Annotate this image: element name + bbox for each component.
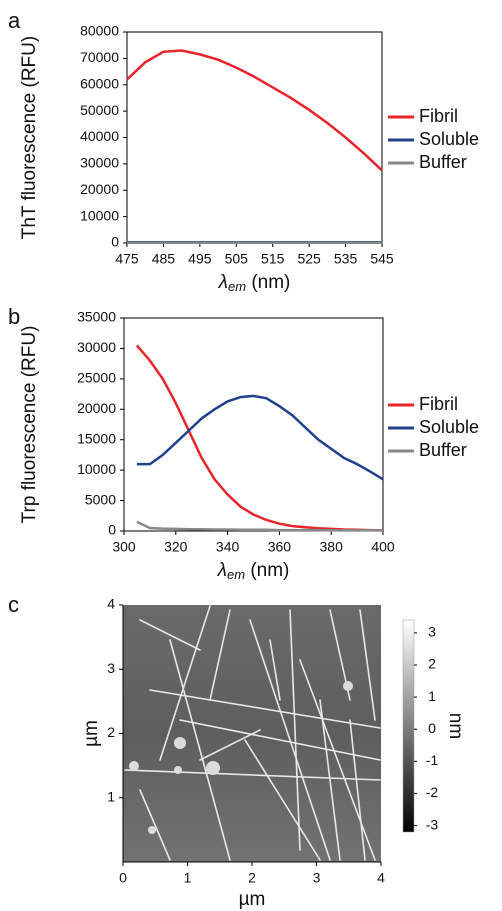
x-tick-label: 525 — [297, 251, 321, 267]
x-label-unit: (nm) — [246, 272, 290, 293]
series-line — [136, 520, 383, 532]
panel-label: c — [8, 592, 19, 617]
x-label-symbol: λ — [217, 560, 227, 581]
y-tick-label: 2 — [107, 724, 115, 740]
x-tick-label: 360 — [268, 539, 292, 555]
x-tick-label: 320 — [164, 539, 188, 555]
x-tick-label: 400 — [371, 539, 395, 555]
x-axis-label: µm — [239, 889, 266, 910]
colorbar-tick-label: 2 — [428, 656, 436, 672]
y-tick-label: 15000 — [77, 430, 116, 446]
y-tick-label: 1 — [107, 788, 115, 804]
colorbar-tick-label: -2 — [426, 784, 439, 800]
x-label-unit: (nm) — [245, 560, 289, 581]
y-tick-label: 30000 — [80, 155, 119, 171]
y-tick-label: 40000 — [80, 128, 119, 144]
y-tick-label: 5000 — [85, 491, 116, 507]
y-tick-label: 10000 — [80, 207, 119, 223]
x-tick-label: 3 — [313, 870, 321, 886]
y-tick-label: 35000 — [77, 309, 116, 325]
panel-label: b — [8, 304, 20, 329]
x-label-symbol: λ — [218, 272, 228, 293]
y-tick-label: 10000 — [77, 461, 116, 477]
legend-label: Buffer — [419, 152, 467, 172]
colorbar-tick-label: 0 — [428, 720, 436, 736]
afm-image — [123, 605, 381, 862]
legend-label: Soluble — [419, 129, 479, 149]
legend-label: Buffer — [419, 440, 467, 460]
y-tick-label: 70000 — [80, 49, 119, 65]
legend-label: Fibril — [419, 106, 458, 126]
y-tick-label: 3 — [107, 660, 115, 676]
y-tick-label: 4 — [107, 596, 115, 612]
y-axis-label: µm — [81, 720, 102, 747]
y-tick-label: 25000 — [77, 370, 116, 386]
series-line — [135, 344, 384, 532]
x-tick-label: 545 — [370, 251, 394, 267]
y-tick-label: 20000 — [77, 400, 116, 416]
x-tick-label: 300 — [112, 539, 136, 555]
x-tick-label: 2 — [248, 870, 256, 886]
plot-frame — [123, 317, 384, 532]
x-label-subscript: em — [228, 279, 246, 294]
colorbar-tick-label: -1 — [426, 752, 439, 768]
x-tick-label: 0 — [119, 870, 127, 886]
colorbar-tick-label: 1 — [428, 688, 436, 704]
y-axis-label: ThT fluorescence (RFU) — [19, 36, 40, 239]
y-tick-label: 80000 — [80, 23, 119, 39]
colorbar-tick-label: -3 — [426, 816, 439, 832]
y-tick-label: 0 — [108, 522, 116, 538]
x-label-subscript: em — [227, 567, 245, 582]
x-tick-label: 380 — [320, 539, 344, 555]
y-axis-label: Trp fluorescence (RFU) — [19, 326, 40, 524]
legend-label: Fibril — [419, 394, 458, 414]
x-tick-label: 475 — [115, 251, 139, 267]
x-tick-label: 515 — [261, 251, 285, 267]
y-tick-label: 60000 — [80, 75, 119, 91]
x-tick-label: 535 — [334, 251, 358, 267]
panel-label: a — [8, 8, 21, 33]
x-tick-label: 340 — [216, 539, 240, 555]
colorbar-tick-label: 3 — [428, 624, 436, 640]
y-tick-label: 0 — [111, 234, 119, 250]
x-tick-label: 1 — [184, 870, 192, 886]
x-tick-label: 505 — [225, 251, 249, 267]
x-tick-label: 4 — [377, 870, 385, 886]
legend-label: Soluble — [419, 417, 479, 437]
x-axis-label: λem (nm) — [218, 272, 291, 294]
colorbar-label: nm — [445, 713, 466, 739]
series-line — [136, 394, 384, 481]
y-tick-label: 50000 — [80, 102, 119, 118]
x-tick-label: 495 — [188, 251, 212, 267]
x-axis-label: λem (nm) — [217, 560, 290, 582]
y-tick-label: 20000 — [80, 181, 119, 197]
series-line — [126, 49, 383, 172]
colorbar — [402, 619, 415, 833]
y-tick-label: 30000 — [77, 339, 116, 355]
x-tick-label: 485 — [152, 251, 176, 267]
